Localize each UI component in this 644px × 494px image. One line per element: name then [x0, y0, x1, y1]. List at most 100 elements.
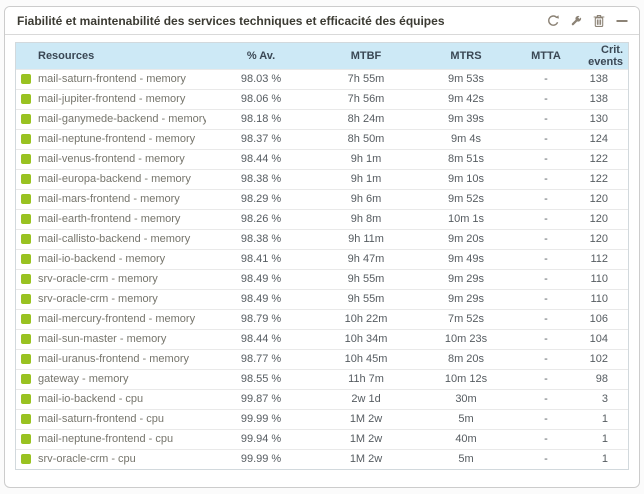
- mtrs-cell: 7m 52s: [416, 308, 517, 329]
- status-cell: [16, 288, 38, 309]
- mtrs-cell: 9m 42s: [416, 88, 517, 109]
- mtrs-cell: 9m 53s: [416, 68, 517, 89]
- availability-cell: 98.41 %: [206, 248, 317, 269]
- mtbf-cell: 1M 2w: [316, 428, 417, 449]
- table-row[interactable]: mail-mars-frontend - memory 98.29 % 9h 6…: [16, 188, 628, 209]
- table-row[interactable]: mail-uranus-frontend - memory 98.77 % 10…: [16, 348, 628, 369]
- refresh-icon[interactable]: [546, 14, 560, 28]
- column-header-crit-events[interactable]: Crit. events: [576, 43, 628, 69]
- availability-cell: 99.99 %: [206, 448, 317, 469]
- column-header-mtrs[interactable]: MTRS: [416, 43, 517, 69]
- status-cell: [16, 208, 38, 229]
- availability-cell: 98.29 %: [206, 188, 317, 209]
- availability-table: Resources % Av. MTBF MTRS MTTA Crit. eve…: [15, 42, 629, 470]
- availability-cell: 98.44 %: [206, 328, 317, 349]
- status-ok-indicator: [21, 334, 31, 344]
- resource-name: mail-earth-frontend - memory: [38, 208, 207, 229]
- table-row[interactable]: mail-europa-backend - memory 98.38 % 9h …: [16, 168, 628, 189]
- status-ok-indicator: [21, 294, 31, 304]
- table-row[interactable]: gateway - memory 98.55 % 11h 7m 10m 12s …: [16, 368, 628, 389]
- collapse-icon[interactable]: [615, 14, 629, 28]
- mtrs-cell: 9m 52s: [416, 188, 517, 209]
- mtrs-cell: 9m 49s: [416, 248, 517, 269]
- column-header-availability[interactable]: % Av.: [206, 43, 317, 69]
- events-cell: 120: [576, 188, 628, 209]
- events-cell: 138: [576, 88, 628, 109]
- resource-name: mail-europa-backend - memory: [38, 168, 207, 189]
- table-row[interactable]: mail-io-backend - memory 98.41 % 9h 47m …: [16, 248, 628, 269]
- status-ok-indicator: [21, 114, 31, 124]
- table-row[interactable]: mail-sun-master - memory 98.44 % 10h 34m…: [16, 328, 628, 349]
- status-ok-indicator: [21, 94, 31, 104]
- availability-cell: 99.87 %: [206, 388, 317, 409]
- column-header-mtta[interactable]: MTTA: [516, 43, 577, 69]
- events-cell: 98: [576, 368, 628, 389]
- mtrs-cell: 9m 29s: [416, 268, 517, 289]
- events-cell: 138: [576, 68, 628, 89]
- mtrs-cell: 9m 4s: [416, 128, 517, 149]
- column-header-mtbf[interactable]: MTBF: [316, 43, 417, 69]
- events-cell: 1: [576, 428, 628, 449]
- mtrs-cell: 40m: [416, 428, 517, 449]
- status-cell: [16, 308, 38, 329]
- mtbf-cell: 8h 24m: [316, 108, 417, 129]
- widget-title: Fiabilité et maintenabilité des services…: [17, 13, 445, 28]
- resource-name: mail-mercury-frontend - memory: [38, 308, 207, 329]
- table-row[interactable]: mail-callisto-backend - memory 98.38 % 9…: [16, 228, 628, 249]
- table-row[interactable]: mail-mercury-frontend - memory 98.79 % 1…: [16, 308, 628, 329]
- mtta-cell: -: [516, 108, 577, 129]
- table-row[interactable]: mail-jupiter-frontend - memory 98.06 % 7…: [16, 88, 628, 109]
- availability-cell: 98.38 %: [206, 228, 317, 249]
- status-cell: [16, 228, 38, 249]
- resource-name: mail-io-backend - memory: [38, 248, 207, 269]
- availability-cell: 98.79 %: [206, 308, 317, 329]
- mtrs-cell: 9m 29s: [416, 288, 517, 309]
- table-row[interactable]: mail-ganymede-backend - memory 98.18 % 8…: [16, 108, 628, 129]
- status-cell: [16, 328, 38, 349]
- mtrs-cell: 9m 20s: [416, 228, 517, 249]
- mtbf-cell: 9h 11m: [316, 228, 417, 249]
- table-row[interactable]: mail-venus-frontend - memory 98.44 % 9h …: [16, 148, 628, 169]
- status-ok-indicator: [21, 74, 31, 84]
- mtbf-cell: 1M 2w: [316, 448, 417, 469]
- mtbf-cell: 10h 22m: [316, 308, 417, 329]
- resource-name: mail-neptune-frontend - cpu: [38, 428, 207, 449]
- table-row[interactable]: mail-earth-frontend - memory 98.26 % 9h …: [16, 208, 628, 229]
- status-cell: [16, 448, 38, 469]
- mtta-cell: -: [516, 248, 577, 269]
- table-row[interactable]: mail-neptune-frontend - memory 98.37 % 8…: [16, 128, 628, 149]
- status-cell: [16, 68, 38, 89]
- table-row[interactable]: mail-io-backend - cpu 99.87 % 2w 1d 30m …: [16, 388, 628, 409]
- mtbf-cell: 7h 55m: [316, 68, 417, 89]
- mtbf-cell: 9h 47m: [316, 248, 417, 269]
- table-row[interactable]: srv-oracle-crm - memory 98.49 % 9h 55m 9…: [16, 288, 628, 309]
- status-cell: [16, 368, 38, 389]
- table-row[interactable]: mail-saturn-frontend - cpu 99.99 % 1M 2w…: [16, 408, 628, 429]
- events-cell: 120: [576, 208, 628, 229]
- wrench-icon[interactable]: [569, 14, 583, 28]
- status-cell: [16, 408, 38, 429]
- resource-name: mail-saturn-frontend - cpu: [38, 408, 207, 429]
- events-cell: 112: [576, 248, 628, 269]
- availability-cell: 98.03 %: [206, 68, 317, 89]
- mtta-cell: -: [516, 228, 577, 249]
- table-row[interactable]: mail-saturn-frontend - memory 98.03 % 7h…: [16, 68, 628, 89]
- widget-toolbar: [546, 14, 629, 28]
- trash-icon[interactable]: [592, 14, 606, 28]
- status-ok-indicator: [21, 194, 31, 204]
- table-row[interactable]: mail-neptune-frontend - cpu 99.94 % 1M 2…: [16, 428, 628, 449]
- table-row[interactable]: srv-oracle-crm - memory 98.49 % 9h 55m 9…: [16, 268, 628, 289]
- status-ok-indicator: [21, 414, 31, 424]
- mtta-cell: -: [516, 208, 577, 229]
- mtrs-cell: 30m: [416, 388, 517, 409]
- table-row[interactable]: srv-oracle-crm - cpu 99.99 % 1M 2w 5m - …: [16, 448, 628, 469]
- availability-cell: 98.37 %: [206, 128, 317, 149]
- column-header-resources[interactable]: Resources: [16, 43, 207, 69]
- events-cell: 1: [576, 448, 628, 469]
- mtbf-cell: 11h 7m: [316, 368, 417, 389]
- mtrs-cell: 8m 20s: [416, 348, 517, 369]
- mtbf-cell: 9h 6m: [316, 188, 417, 209]
- mtbf-cell: 10h 34m: [316, 328, 417, 349]
- mtrs-cell: 5m: [416, 448, 517, 469]
- mtrs-cell: 10m 12s: [416, 368, 517, 389]
